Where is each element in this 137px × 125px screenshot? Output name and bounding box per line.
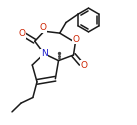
Text: N: N (41, 49, 48, 58)
Text: O: O (81, 60, 88, 70)
Text: O: O (40, 23, 47, 32)
Text: O: O (19, 29, 26, 38)
Text: O: O (72, 35, 79, 44)
